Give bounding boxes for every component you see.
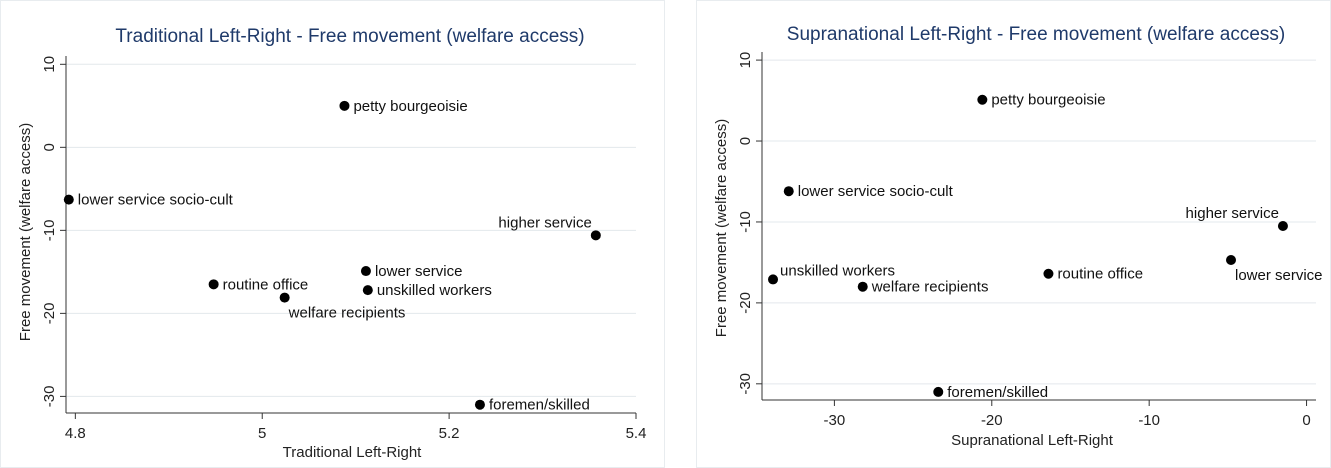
scatter-chart-traditional: Traditional Left-Right - Free movement (… [0,0,665,468]
scatter-point [857,281,868,292]
scatter-point [208,279,219,290]
scatter-point [63,194,74,205]
point-label: foremen/skilled [489,397,590,414]
point-label: unskilled workers [377,282,492,299]
chart-title: Traditional Left-Right - Free movement (… [115,26,584,47]
y-tick-label: -30 [41,386,58,408]
scatter-point [590,230,601,241]
scatter-point [362,285,373,296]
chart-frame [0,0,665,468]
point-label: higher service [498,214,591,231]
point-label: petty bourgeoisie [991,92,1105,109]
x-tick-label: -30 [824,412,846,429]
point-label: lower service socio-cult [78,192,234,209]
scatter-point [1226,254,1237,265]
scatter-point [360,266,371,277]
chart-panel-traditional: Traditional Left-Right - Free movement (… [0,0,665,468]
point-label: lower service socio-cult [798,183,954,200]
y-tick-label: 10 [41,56,58,73]
chart-title: Supranational Left-Right - Free movement… [787,24,1285,45]
y-axis-title: Free movement (welfare access) [17,123,34,341]
scatter-point [1043,268,1054,279]
point-label: routine office [223,276,309,293]
y-tick-label: 10 [737,52,754,69]
x-tick-label: 5.4 [626,425,647,442]
chart-panel-supranational: Supranational Left-Right - Free movement… [696,0,1331,468]
x-tick-label: 0 [1302,412,1310,429]
scatter-point [339,100,350,111]
y-tick-label: -10 [737,211,754,233]
point-label: petty bourgeoisie [353,98,467,115]
scatter-point [474,399,485,410]
scatter-point [768,274,779,285]
scatter-point [977,94,988,105]
y-tick-label: 0 [41,143,58,151]
point-label: higher service [1186,205,1279,222]
point-label: routine office [1057,266,1143,283]
point-label: unskilled workers [780,262,895,279]
y-tick-label: -20 [737,292,754,314]
y-tick-label: -10 [41,220,58,242]
scatter-point [279,292,290,303]
y-tick-label: -30 [737,373,754,395]
scatter-chart-supranational: Supranational Left-Right - Free movement… [696,0,1331,468]
y-axis-title: Free movement (welfare access) [713,119,730,337]
scatter-point [783,186,794,197]
point-label: welfare recipients [871,279,989,296]
x-tick-label: 5 [258,425,266,442]
y-tick-label: -20 [41,303,58,325]
x-tick-label: -20 [981,412,1003,429]
x-axis-title: Supranational Left-Right [951,432,1114,449]
point-label: lower service [375,263,463,280]
scatter-point [933,386,944,397]
point-label: welfare recipients [288,305,406,322]
x-tick-label: 4.8 [65,425,86,442]
x-axis-title: Traditional Left-Right [283,444,423,461]
y-tick-label: 0 [737,137,754,145]
point-label: foremen/skilled [947,384,1048,401]
x-tick-label: -10 [1138,412,1160,429]
point-label: lower service [1235,267,1323,284]
scatter-point [1277,221,1288,231]
x-tick-label: 5.2 [439,425,460,442]
